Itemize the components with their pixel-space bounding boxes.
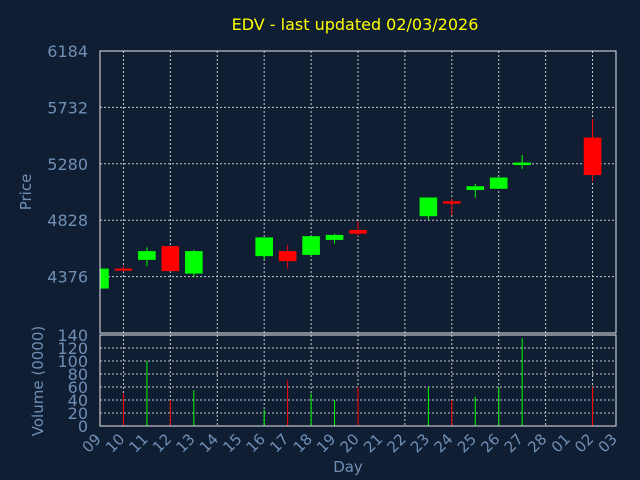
volume-tick-label: 80 (68, 365, 88, 384)
volume-axis-label: Volume (0000) (29, 326, 47, 436)
candle-body (489, 177, 508, 189)
volume-grid (100, 335, 616, 426)
volume-tick-label: 100 (57, 352, 88, 371)
candle-body (325, 234, 344, 240)
candle-body (419, 197, 438, 217)
volume-tick-label: 140 (57, 326, 88, 345)
price-tick-labels: 6184 5732 5280 4828 4376 (47, 42, 88, 287)
x-tick-labels: 0910111213141516171819202122232425262728… (79, 430, 621, 456)
price-tick-label: 5732 (47, 98, 88, 117)
volume-bars (122, 338, 594, 426)
candle-body (100, 268, 109, 289)
chart-title: EDV - last updated 02/03/2026 (232, 15, 479, 34)
candle-body (161, 246, 180, 272)
price-tick-label: 4828 (47, 211, 88, 230)
candle-body (349, 229, 367, 234)
price-plot-frame (99, 50, 617, 334)
candle-body (513, 162, 531, 166)
candle-body (443, 201, 461, 204)
candle-body (114, 268, 133, 271)
candle-body (255, 237, 273, 257)
candles (99, 118, 602, 289)
price-tick-label: 5280 (47, 155, 88, 174)
price-tick-label: 4376 (47, 268, 88, 287)
x-axis-label: Day (333, 458, 363, 476)
plot-frames (99, 50, 617, 427)
volume-tick-label: 40 (68, 391, 88, 410)
volume-plot-frame (99, 334, 617, 427)
price-axis-label: Price (17, 174, 35, 211)
candle-body (138, 251, 156, 260)
volume-tick-label: 20 (68, 404, 88, 423)
volume-tick-label: 60 (68, 378, 88, 397)
candle-body (302, 236, 320, 255)
candle-body (185, 251, 203, 274)
price-tick-label: 6184 (47, 42, 88, 61)
candle-body (583, 137, 602, 176)
volume-tick-label: 120 (57, 339, 88, 358)
candle-body (278, 251, 297, 262)
volume-tick-label: 0 (78, 417, 88, 436)
candle-body (466, 186, 485, 191)
